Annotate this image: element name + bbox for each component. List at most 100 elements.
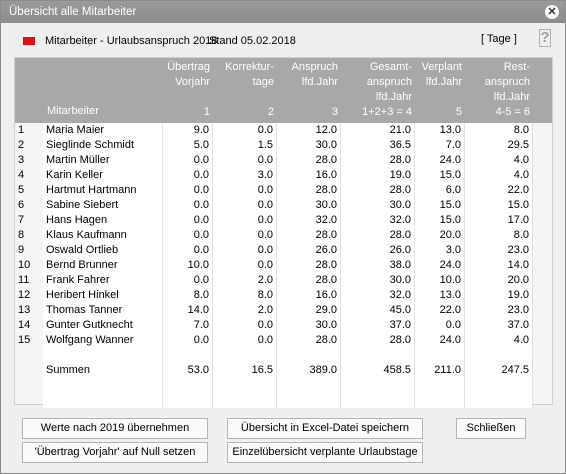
werte-uebernehmen-button[interactable]: Werte nach 2019 übernehmen: [22, 418, 208, 439]
cell-anspruch: 30.0: [277, 318, 341, 333]
employee-name: Hans Hagen: [43, 213, 163, 228]
cell-verplant: 10.0: [415, 273, 465, 288]
row-number: 11: [18, 274, 30, 286]
cell-anspruch: [277, 348, 341, 363]
row-number: 4: [18, 169, 25, 181]
cell-gesamtanspruch: 19.0: [341, 168, 415, 183]
column-header-korrektur: Korrektur- tage 2: [225, 61, 274, 118]
table-row[interactable]: 7 Hans Hagen 0.0 0.0 32.0 32.0 15.0 17.0: [15, 213, 552, 228]
cell-korrektur: 0.0: [213, 153, 277, 168]
cell-gesamtanspruch: 30.0: [341, 198, 415, 213]
table-body: 1 Maria Maier 9.0 0.0 12.0 21.0 13.0 8.0 2 Siegli…: [15, 123, 552, 408]
row-number: [15, 363, 43, 378]
cell-anspruch: 28.0: [277, 183, 341, 198]
column-header-uebertrag: Übertrag Vorjahr 1: [167, 61, 210, 118]
employee-name: [43, 348, 163, 363]
cell-korrektur: 0.0: [213, 243, 277, 258]
table-row[interactable]: 4 Karin Keller 0.0 3.0 16.0 19.0 15.0 4.0: [15, 168, 552, 183]
cell-gesamtanspruch: 30.0: [341, 273, 415, 288]
cell-uebertrag: [163, 393, 213, 408]
cell-verplant: 0.0: [415, 318, 465, 333]
cell-verplant: 24.0: [415, 333, 465, 348]
table-row[interactable]: 11 Frank Fahrer 0.0 2.0 28.0 30.0 10.0 20.0: [15, 273, 552, 288]
cell-korrektur: 0.0: [213, 183, 277, 198]
help-icon[interactable]: ?: [539, 29, 551, 47]
uebertrag-null-button[interactable]: 'Übertrag Vorjahr' auf Null setzen: [22, 442, 208, 463]
table-row[interactable]: [15, 378, 552, 393]
column-header-gesamtanspruch: Gesamt- anspruch lfd.Jahr 1+2+3 = 4: [362, 61, 412, 118]
cell-gesamtanspruch: 32.0: [341, 288, 415, 303]
cell-gesamtanspruch: 28.0: [341, 333, 415, 348]
cell-uebertrag: [163, 378, 213, 393]
row-number: 15: [18, 334, 31, 346]
cell-korrektur: 0.0: [213, 258, 277, 273]
cell-korrektur: 0.0: [213, 213, 277, 228]
row-number: 1: [18, 124, 25, 136]
cell-restanspruch: 37.0: [465, 318, 533, 333]
table-row[interactable]: [15, 393, 552, 408]
cell-restanspruch: 4.0: [465, 168, 533, 183]
excel-export-button[interactable]: Übersicht in Excel-Datei speichern: [227, 418, 423, 439]
cell-gesamtanspruch: 26.0: [341, 243, 415, 258]
table-row[interactable]: 14 Gunter Gutknecht 7.0 0.0 30.0 37.0 0.0 37.0: [15, 318, 552, 333]
column-header-mitarbeiter: Mitarbeiter: [47, 105, 99, 117]
cell-restanspruch: 23.0: [465, 243, 533, 258]
column-header-restanspruch: Rest- anspruch lfd.Jahr 4-5 = 6: [484, 61, 530, 118]
title-bar: Übersicht alle Mitarbeiter ✕: [1, 1, 565, 23]
table-row[interactable]: 10 Bernd Brunner 10.0 0.0 28.0 38.0 24.0 14.0: [15, 258, 552, 273]
employee-name: Sieglinde Schmidt: [43, 138, 163, 153]
row-number: [15, 393, 43, 408]
cell-uebertrag: 7.0: [163, 318, 213, 333]
cell-restanspruch: 29.5: [465, 138, 533, 153]
cell-restanspruch: 8.0: [465, 228, 533, 243]
table-row[interactable]: 3 Martin Müller 0.0 0.0 28.0 28.0 24.0 4.0: [15, 153, 552, 168]
cell-verplant: 13.0: [415, 123, 465, 138]
cell-uebertrag: [163, 348, 213, 363]
table-row[interactable]: 6 Sabine Siebert 0.0 0.0 30.0 30.0 15.0 15.0: [15, 198, 552, 213]
cell-restanspruch: 22.0: [465, 183, 533, 198]
sum-row[interactable]: Summen 53.0 16.5 389.0 458.5 211.0 247.5: [15, 363, 552, 378]
flag-icon: [23, 37, 35, 45]
employee-name: Maria Maier: [43, 123, 163, 138]
table-row[interactable]: 5 Hartmut Hartmann 0.0 0.0 28.0 28.0 6.0 22.0: [15, 183, 552, 198]
cell-gesamtanspruch: 38.0: [341, 258, 415, 273]
cell-restanspruch: 14.0: [465, 258, 533, 273]
cell-uebertrag: 53.0: [163, 363, 213, 378]
employee-table: Mitarbeiter Übertrag Vorjahr 1 Korrektur…: [14, 57, 553, 408]
cell-verplant: 22.0: [415, 303, 465, 318]
cell-anspruch: 28.0: [277, 273, 341, 288]
row-number: 13: [18, 304, 31, 316]
close-icon[interactable]: ✕: [545, 5, 559, 19]
employee-name: Oswald Ortlieb: [43, 243, 163, 258]
table-row[interactable]: 8 Klaus Kaufmann 0.0 0.0 28.0 28.0 20.0 8.0: [15, 228, 552, 243]
employee-name: Wolfgang Wanner: [43, 333, 163, 348]
table-row[interactable]: 15 Wolfgang Wanner 0.0 0.0 28.0 28.0 24.0 4.0: [15, 333, 552, 348]
schliessen-button[interactable]: Schließen: [456, 418, 526, 439]
table-row[interactable]: 13 Thomas Tanner 14.0 2.0 29.0 45.0 22.0 23.0: [15, 303, 552, 318]
cell-verplant: [415, 393, 465, 408]
cell-verplant: 20.0: [415, 228, 465, 243]
employee-name: [43, 378, 163, 393]
cell-uebertrag: 0.0: [163, 153, 213, 168]
row-number: 8: [18, 229, 25, 241]
employee-name: Martin Müller: [43, 153, 163, 168]
row-number: [15, 348, 43, 363]
cell-anspruch: 30.0: [277, 198, 341, 213]
table-row[interactable]: 12 Heribert Hinkel 8.0 8.0 16.0 32.0 13.0 19.0: [15, 288, 552, 303]
cell-restanspruch: 4.0: [465, 153, 533, 168]
table-row[interactable]: [15, 348, 552, 363]
cell-restanspruch: 20.0: [465, 273, 533, 288]
employee-name: Summen: [43, 363, 163, 378]
table-row[interactable]: 2 Sieglinde Schmidt 5.0 1.5 30.0 36.5 7.0 29.5: [15, 138, 552, 153]
cell-uebertrag: 0.0: [163, 183, 213, 198]
cell-gesamtanspruch: 37.0: [341, 318, 415, 333]
row-number: 6: [18, 199, 25, 211]
cell-uebertrag: 5.0: [163, 138, 213, 153]
einzeluebersicht-button[interactable]: Einzelübersicht verplante Urlaubstage: [227, 442, 423, 463]
cell-anspruch: 28.0: [277, 228, 341, 243]
report-title: Mitarbeiter - Urlaubsanspruch 2018: [45, 35, 218, 47]
employee-name: Gunter Gutknecht: [43, 318, 163, 333]
table-row[interactable]: 1 Maria Maier 9.0 0.0 12.0 21.0 13.0 8.0: [15, 123, 552, 138]
table-row[interactable]: 9 Oswald Ortlieb 0.0 0.0 26.0 26.0 3.0 23.0: [15, 243, 552, 258]
row-number: 7: [18, 214, 25, 226]
